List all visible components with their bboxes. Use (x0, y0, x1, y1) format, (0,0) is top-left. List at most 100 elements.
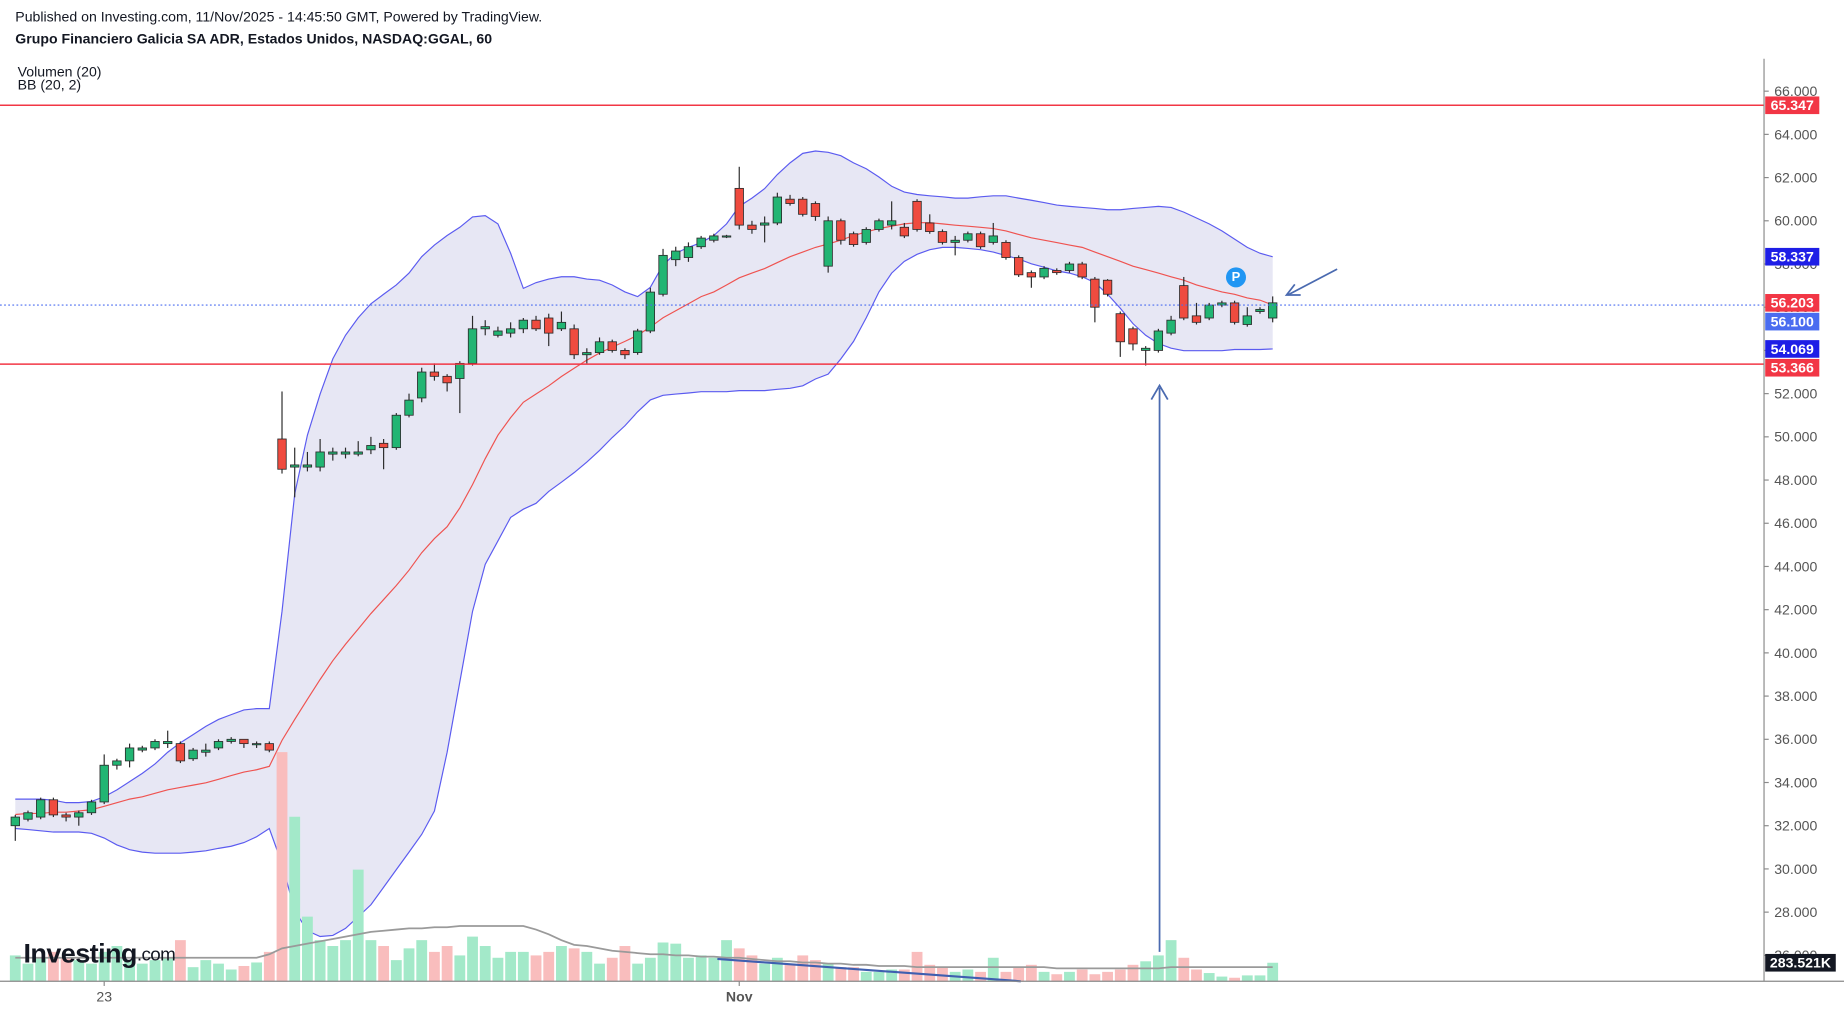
logo-suffix: .com (137, 943, 175, 964)
published-note: Published on Investing.com, 11/Nov/2025 … (15, 8, 542, 24)
candle-body (1179, 285, 1189, 319)
volume-bar (22, 963, 34, 982)
y-tick-label: 52.000 (1774, 386, 1817, 402)
candle-body (480, 326, 490, 330)
candle-body (1141, 347, 1151, 351)
volume-bar (251, 962, 263, 982)
volume-bar (886, 969, 898, 982)
volume-bar (124, 960, 136, 982)
candle-body (1191, 315, 1202, 323)
candle-body (36, 799, 46, 818)
volume-bar (60, 957, 72, 982)
candle-body (899, 226, 910, 237)
volume-bar (340, 940, 351, 982)
candle-body (86, 801, 97, 814)
candle-body (61, 814, 71, 818)
candle-body (963, 233, 973, 241)
candle-body (277, 438, 287, 470)
volume-bar (822, 963, 834, 982)
y-tick-label: 38.000 (1774, 688, 1817, 704)
candle-body (391, 414, 401, 449)
volume-bar (1114, 969, 1126, 982)
volume-tag (1765, 953, 1836, 972)
arrow-head (1150, 383, 1169, 401)
price-tag (1765, 312, 1820, 331)
volume-bar (174, 940, 186, 982)
candle-body (810, 203, 821, 217)
candle-body (404, 399, 414, 416)
candle-body (48, 799, 59, 816)
candle-body (1090, 278, 1100, 308)
y-tick-label: 42.000 (1774, 602, 1817, 618)
marker-circle (1226, 267, 1246, 288)
volume-bar (378, 946, 390, 982)
volume-ma (15, 925, 1273, 970)
indicator-label: BB (20, 2) (18, 77, 81, 93)
candle-body (1153, 330, 1164, 351)
candle-body (569, 328, 579, 356)
candle-body (366, 445, 376, 451)
volume-bar (1089, 974, 1101, 982)
candle-body (455, 362, 465, 379)
candle-body (213, 741, 224, 749)
candle-body (442, 375, 452, 384)
candle-body (747, 224, 757, 230)
candle-body (505, 328, 516, 334)
candle-body (632, 330, 643, 353)
volume-bar (1267, 962, 1279, 982)
volume-bar (365, 940, 377, 982)
candle-body (556, 321, 567, 330)
candle-body (988, 235, 998, 243)
candle-body (925, 222, 935, 233)
candle-body (848, 233, 859, 245)
volume-bar (327, 946, 339, 982)
volume-bar (1064, 971, 1075, 982)
price-tag-label: 58.337 (1771, 249, 1814, 265)
candle-body (302, 464, 313, 468)
volume-bar (1241, 975, 1253, 982)
candle-body (239, 738, 249, 745)
candle-body (798, 198, 808, 215)
volume-bar (1229, 977, 1240, 982)
candle-body (975, 233, 986, 248)
arrow-head (1284, 283, 1301, 296)
candle-body (264, 743, 274, 751)
candle-body (620, 350, 630, 356)
volume-bar (860, 971, 872, 982)
volume-bar (1127, 964, 1139, 982)
volume-bar (492, 957, 504, 982)
volume-bar (1254, 975, 1266, 982)
volume-bar (937, 967, 948, 982)
volume-bar (47, 951, 59, 982)
volume-bar (1076, 969, 1088, 982)
volume-bar (1165, 940, 1177, 982)
price-tag-label: 56.100 (1771, 314, 1814, 330)
candle-body (823, 220, 833, 267)
y-tick-label: 46.000 (1774, 515, 1817, 531)
candle-body (1166, 319, 1176, 334)
volume-bar (35, 957, 47, 982)
candle-body (709, 235, 719, 241)
y-tick-label: 66.000 (1774, 83, 1817, 99)
volume-bar (810, 960, 821, 982)
candle-body (683, 246, 694, 258)
y-tick-label: 60.000 (1774, 213, 1817, 229)
logo-text: Investing (24, 939, 137, 969)
candle-body (836, 220, 846, 241)
volume-bar (149, 960, 161, 982)
candle-body (1242, 315, 1252, 325)
candle-body (785, 198, 795, 204)
volume-bar (1191, 969, 1202, 982)
candle-body (315, 451, 325, 468)
candle-body (734, 187, 744, 226)
volume-bar (302, 916, 313, 982)
candle-body (1077, 263, 1087, 278)
volume-bar (314, 940, 326, 982)
candle-body (1064, 263, 1075, 271)
candle-body (1268, 302, 1278, 319)
volume-bar (746, 955, 758, 982)
candle-body (531, 319, 541, 330)
candle-body (950, 239, 960, 243)
volume-bar (429, 951, 440, 982)
volume-bar (898, 969, 910, 982)
